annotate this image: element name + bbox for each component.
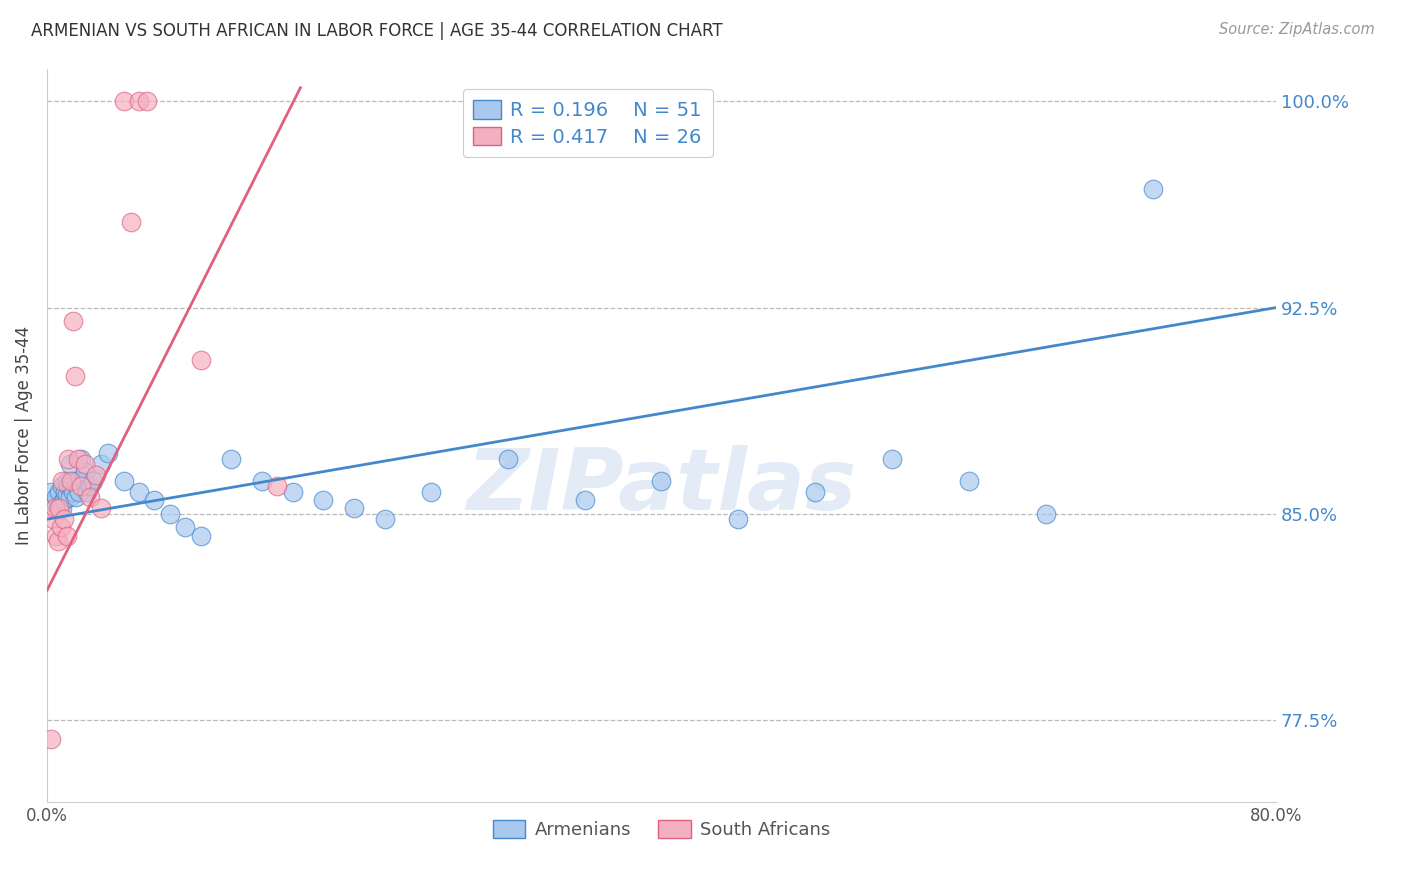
Point [66,451,89,466]
Point [58,479,80,493]
Point [112,474,135,488]
Point [51,479,73,493]
Point [76,484,98,499]
Point [56,487,79,501]
Point [90,457,112,471]
Point [46,501,69,516]
Point [190,529,212,543]
Point [53,484,76,499]
Point [343,501,366,516]
Point [79,490,101,504]
Point [281,484,304,499]
Point [75,457,97,471]
Point [69,451,91,466]
Point [250,474,273,488]
Point [880,451,903,466]
Text: ZIPatlas: ZIPatlas [467,445,856,528]
Point [82,474,104,488]
Text: Source: ZipAtlas.com: Source: ZipAtlas.com [1219,22,1375,37]
Point [112,95,135,109]
Point [804,484,827,499]
Point [650,474,672,488]
Point [49,520,72,534]
Point [52,512,75,526]
Point [67,484,90,499]
Point [46,534,69,549]
Point [496,451,519,466]
Point [60,479,83,493]
Y-axis label: In Labor Force | Age 35-44: In Labor Force | Age 35-44 [15,326,32,545]
Point [120,215,142,229]
Point [1035,507,1057,521]
Point [60,474,83,488]
Point [219,451,242,466]
Point [48,484,70,499]
Point [266,479,288,493]
Point [312,493,335,508]
Point [56,474,79,488]
Point [128,95,150,109]
Text: ARMENIAN VS SOUTH AFRICAN IN LABOR FORCE | AGE 35-44 CORRELATION CHART: ARMENIAN VS SOUTH AFRICAN IN LABOR FORCE… [31,22,723,40]
Point [97,446,120,460]
Point [51,474,73,488]
Point [62,314,84,328]
Point [374,512,396,526]
Point [41,732,63,747]
Point [56,529,79,543]
Point [159,507,181,521]
Point [65,490,87,504]
Point [41,484,63,499]
Point [727,512,749,526]
Point [574,493,596,508]
Point [45,529,67,543]
Point [190,352,212,367]
Point [45,490,67,504]
Point [143,493,166,508]
Point [1142,182,1164,196]
Point [90,501,112,516]
Point [135,95,157,109]
Point [420,484,443,499]
Point [52,493,75,508]
Point [75,466,97,480]
Point [42,512,65,526]
Point [59,490,82,504]
Point [66,474,89,488]
Point [79,479,101,493]
Point [58,451,80,466]
Point [73,474,96,488]
Point [44,496,66,510]
Point [62,484,84,499]
Point [69,479,91,493]
Point [48,501,70,516]
Point [174,520,197,534]
Point [51,501,73,516]
Legend: Armenians, South Africans: Armenians, South Africans [488,815,835,845]
Point [49,496,72,510]
Point [63,369,86,384]
Point [59,457,82,471]
Point [44,501,66,516]
Point [128,484,150,499]
Point [63,474,86,488]
Point [84,468,107,483]
Point [957,474,980,488]
